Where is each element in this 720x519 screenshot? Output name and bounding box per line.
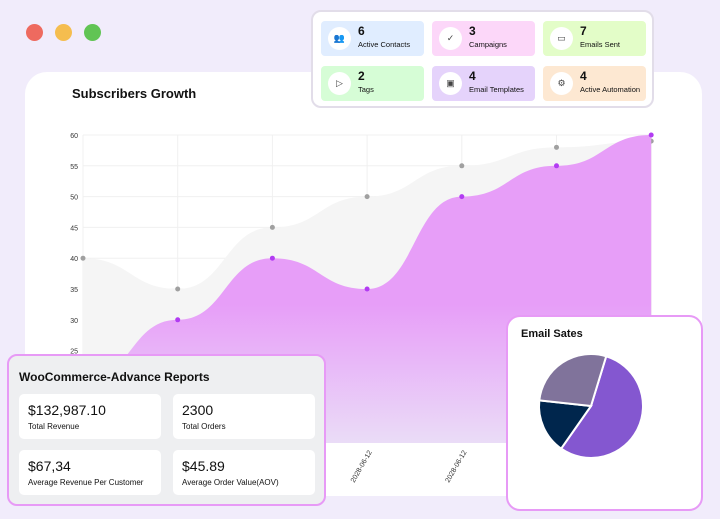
- metric-card: 2300 Total Orders: [173, 394, 315, 439]
- template-icon: ▣: [439, 72, 462, 95]
- inbox-icon: ▭: [550, 27, 573, 50]
- pie-slice: [538, 353, 608, 408]
- stat-email-templates[interactable]: ▣ 4 Email Templates: [432, 66, 535, 101]
- stat-emails-sent[interactable]: ▭ 7 Emails Sent: [543, 21, 646, 56]
- pie-title: Email Sates: [521, 328, 583, 340]
- metric-label: Total Revenue: [28, 422, 80, 431]
- stat-active-contacts[interactable]: 👥 6 Active Contacts: [321, 21, 424, 56]
- metric-value: $132,987.10: [28, 402, 106, 418]
- metric-label: Total Orders: [182, 422, 226, 431]
- y-tick-label: 35: [70, 287, 78, 294]
- stat-label: Tags: [358, 85, 374, 94]
- contacts-icon: 👥: [328, 27, 351, 50]
- data-point: [269, 255, 275, 261]
- automation-icon: ⚙: [550, 72, 573, 95]
- chart-title: Subscribers Growth: [72, 86, 197, 101]
- y-tick-label: 55: [70, 164, 78, 171]
- metric-label: Average Order Value(AOV): [182, 478, 279, 487]
- data-point: [175, 317, 181, 323]
- stat-label: Email Templates: [469, 85, 524, 94]
- close-button[interactable]: [26, 24, 43, 41]
- stat-campaigns[interactable]: ✓ 3 Campaigns: [432, 21, 535, 56]
- data-point: [648, 132, 654, 138]
- check-icon: ✓: [439, 27, 462, 50]
- metric-value: 2300: [182, 402, 214, 418]
- maximize-button[interactable]: [84, 24, 101, 41]
- y-tick-label: 50: [70, 195, 78, 202]
- metric-card: $132,987.10 Total Revenue: [19, 394, 161, 439]
- data-point: [554, 163, 559, 169]
- stat-value: 3: [469, 24, 476, 38]
- pie-slice: [538, 399, 593, 450]
- stat-label: Emails Sent: [580, 40, 621, 49]
- y-tick-label: 25: [70, 349, 78, 356]
- y-tick-label: 30: [70, 318, 78, 325]
- woocommerce-reports-card: WooCommerce-Advance Reports $132,987.10 T…: [7, 354, 326, 506]
- metric-card: $45.89 Average Order Value(AOV): [173, 450, 315, 495]
- stat-value: 4: [580, 69, 587, 83]
- data-point: [364, 194, 370, 200]
- data-point: [554, 144, 559, 150]
- woo-title: WooCommerce-Advance Reports: [19, 370, 210, 384]
- stat-value: 2: [358, 69, 365, 83]
- metric-card: $67,34 Average Revenue Per Customer: [19, 450, 161, 495]
- data-point: [459, 163, 465, 169]
- data-point: [269, 224, 275, 230]
- metric-label: Average Revenue Per Customer: [28, 478, 144, 487]
- stat-active-automation[interactable]: ⚙ 4 Active Automation: [543, 66, 646, 101]
- stats-panel: 👥 6 Active Contacts ✓ 3 Campaigns ▭ 7 Emails Sen…: [311, 10, 654, 108]
- metric-value: $45.89: [182, 458, 225, 474]
- pie-slice: [559, 355, 644, 459]
- stat-value: 4: [469, 69, 476, 83]
- metric-value: $67,34: [28, 458, 71, 474]
- data-point: [459, 194, 465, 200]
- y-tick-label: 40: [70, 256, 78, 263]
- stat-tags[interactable]: ▷ 2 Tags: [321, 66, 424, 101]
- stat-label: Campaigns: [469, 40, 507, 49]
- stat-value: 7: [580, 24, 587, 38]
- minimize-button[interactable]: [55, 24, 72, 41]
- stat-value: 6: [358, 24, 365, 38]
- data-point: [80, 255, 86, 261]
- stat-label: Active Contacts: [358, 40, 411, 49]
- stat-label: Active Automation: [580, 85, 641, 94]
- y-tick-label: 60: [70, 133, 78, 140]
- tag-icon: ▷: [328, 72, 351, 95]
- y-tick-label: 45: [70, 225, 78, 232]
- data-point: [175, 286, 181, 292]
- data-point: [364, 286, 370, 292]
